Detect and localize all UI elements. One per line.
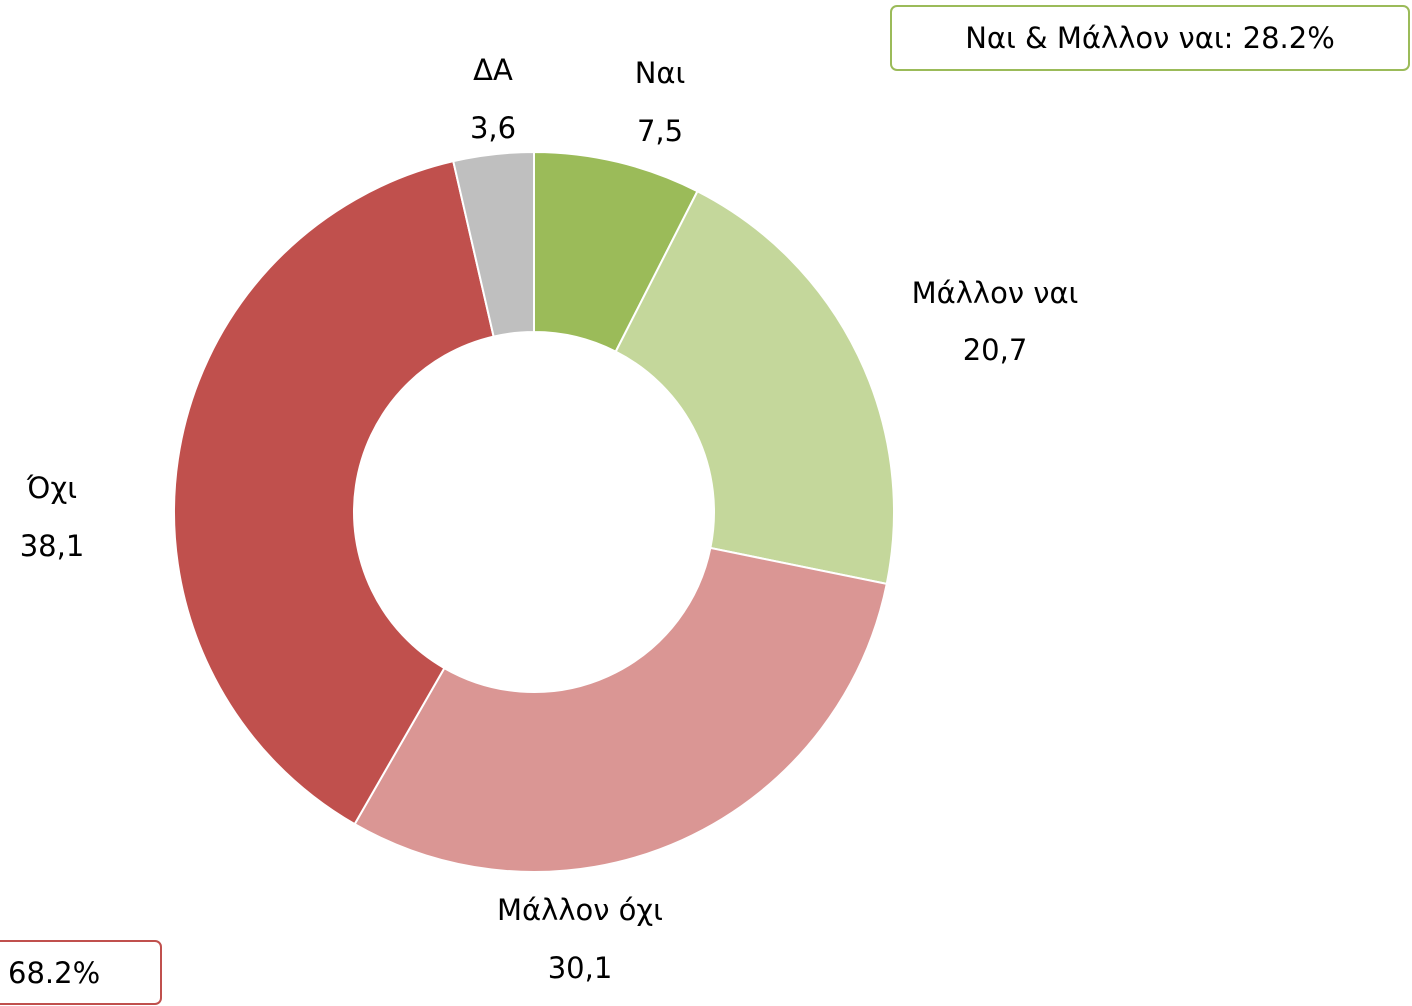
annotation-box xyxy=(890,5,1410,71)
value-label: 7,5 xyxy=(637,114,683,148)
category-label: Μάλλον όχι xyxy=(497,893,663,927)
annotation-box xyxy=(0,940,162,1005)
value-label: 3,6 xyxy=(470,111,516,145)
value-label: 20,7 xyxy=(963,333,1028,367)
category-label: ΔΑ xyxy=(473,53,513,87)
category-label: Μάλλον ναι xyxy=(912,276,1079,310)
category-label: Όχι xyxy=(26,471,77,505)
value-label: 38,1 xyxy=(20,529,85,563)
value-label: 30,1 xyxy=(548,951,613,985)
slice xyxy=(452,150,535,338)
category-label: Ναι xyxy=(635,56,686,90)
annotation: 68.2% xyxy=(8,956,100,990)
slice xyxy=(353,546,888,873)
slice xyxy=(173,159,495,826)
slice xyxy=(614,189,895,586)
annotation: Ναι & Μάλλον ναι: 28.2% xyxy=(965,21,1335,55)
